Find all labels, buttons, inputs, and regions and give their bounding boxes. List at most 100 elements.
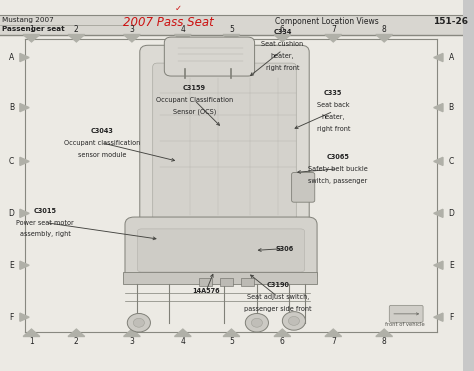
Polygon shape [434, 313, 443, 321]
Text: right front: right front [265, 65, 299, 71]
Text: passenger side front: passenger side front [244, 306, 311, 312]
Polygon shape [434, 261, 443, 269]
Text: 2007 Pass Seat: 2007 Pass Seat [123, 16, 213, 29]
Text: ✓: ✓ [175, 4, 182, 13]
FancyBboxPatch shape [153, 63, 296, 223]
Text: Seat back: Seat back [317, 102, 350, 108]
Text: B: B [9, 103, 14, 112]
Text: Passenger seat: Passenger seat [2, 26, 65, 32]
Polygon shape [20, 261, 29, 269]
Text: Occupant Classification: Occupant Classification [156, 97, 233, 103]
Text: 3: 3 [129, 337, 134, 346]
Text: 8: 8 [382, 337, 387, 346]
Polygon shape [223, 329, 240, 336]
Text: C3159: C3159 [183, 85, 206, 91]
Text: Seat adjust switch,: Seat adjust switch, [246, 294, 309, 300]
FancyBboxPatch shape [292, 173, 315, 202]
FancyBboxPatch shape [164, 37, 255, 76]
Text: right front: right front [317, 126, 350, 132]
Text: assembly, right: assembly, right [20, 232, 71, 237]
Text: C3043: C3043 [91, 128, 113, 134]
Polygon shape [23, 329, 40, 336]
Polygon shape [124, 35, 140, 42]
Text: 1: 1 [29, 337, 34, 346]
FancyBboxPatch shape [389, 305, 423, 322]
Polygon shape [20, 313, 29, 321]
Text: 5: 5 [229, 25, 234, 34]
Polygon shape [68, 35, 85, 42]
Text: Safety belt buckle: Safety belt buckle [308, 166, 368, 172]
Text: C3065: C3065 [327, 154, 349, 160]
Text: A: A [9, 53, 14, 62]
FancyBboxPatch shape [125, 217, 317, 282]
FancyBboxPatch shape [137, 229, 305, 272]
Text: 6: 6 [280, 337, 285, 346]
Polygon shape [434, 209, 443, 217]
Text: Power seat motor: Power seat motor [17, 220, 74, 226]
Polygon shape [434, 104, 443, 112]
Polygon shape [174, 35, 191, 42]
Polygon shape [20, 157, 29, 165]
Text: front of vehicle: front of vehicle [385, 322, 425, 327]
Polygon shape [124, 329, 140, 336]
Text: D: D [448, 209, 454, 218]
Polygon shape [325, 329, 342, 336]
Polygon shape [20, 104, 29, 112]
Text: S306: S306 [275, 246, 294, 252]
Text: Occupant classification: Occupant classification [64, 140, 140, 146]
Polygon shape [325, 35, 342, 42]
Bar [123, 272, 317, 284]
Text: C3190: C3190 [266, 282, 289, 288]
Text: 7: 7 [331, 337, 336, 346]
Polygon shape [174, 329, 191, 336]
Text: C3015: C3015 [34, 208, 57, 214]
Polygon shape [434, 53, 443, 62]
Polygon shape [434, 157, 443, 165]
Text: 6: 6 [280, 25, 285, 34]
Bar [0, 15, 463, 35]
Text: B: B [449, 103, 454, 112]
Text: switch, passenger: switch, passenger [308, 178, 367, 184]
Text: 7: 7 [331, 25, 336, 34]
Text: Mustang 2007: Mustang 2007 [2, 17, 54, 23]
Text: 151-26: 151-26 [433, 17, 468, 26]
Polygon shape [376, 35, 392, 42]
Bar [220, 278, 233, 286]
Circle shape [251, 318, 263, 327]
Polygon shape [223, 35, 240, 42]
Text: 1: 1 [29, 25, 34, 34]
Text: F: F [9, 313, 14, 322]
Text: F: F [449, 313, 454, 322]
Text: Component Location Views: Component Location Views [275, 17, 379, 26]
Text: A: A [449, 53, 454, 62]
Polygon shape [20, 209, 29, 217]
Text: E: E [9, 261, 14, 270]
Polygon shape [376, 329, 392, 336]
Polygon shape [68, 329, 85, 336]
Text: C334: C334 [273, 29, 292, 35]
Text: 2: 2 [74, 25, 79, 34]
Text: D: D [9, 209, 15, 218]
Text: 5: 5 [229, 337, 234, 346]
Text: 4: 4 [181, 25, 185, 34]
Polygon shape [274, 35, 291, 42]
Circle shape [128, 313, 150, 332]
Text: 8: 8 [382, 25, 387, 34]
Text: 2: 2 [74, 337, 79, 346]
Bar [241, 278, 254, 286]
Polygon shape [20, 53, 29, 62]
Polygon shape [23, 35, 40, 42]
Bar [199, 278, 212, 286]
Circle shape [283, 312, 306, 330]
Text: 3: 3 [129, 25, 134, 34]
Circle shape [288, 316, 300, 325]
Text: C335: C335 [324, 91, 342, 96]
Text: Seat cushion: Seat cushion [261, 41, 303, 47]
Text: 14A576: 14A576 [192, 288, 220, 294]
Text: heater,: heater, [271, 53, 294, 59]
Circle shape [246, 313, 268, 332]
Polygon shape [274, 329, 291, 336]
Text: heater,: heater, [321, 114, 345, 120]
Text: Sensor (OCS): Sensor (OCS) [173, 109, 216, 115]
Text: 4: 4 [181, 337, 185, 346]
